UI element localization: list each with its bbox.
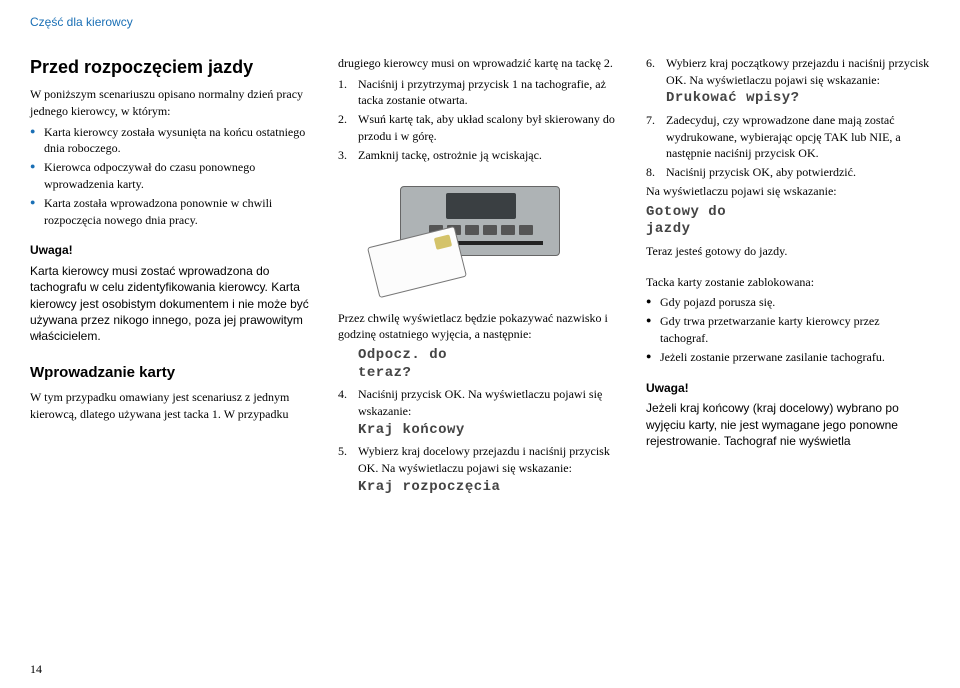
- step-item: 1.Naciśnij i przytrzymaj przycisk 1 na t…: [338, 76, 622, 110]
- display-text: Drukować wpisy?: [666, 90, 930, 108]
- page-number: 14: [30, 661, 42, 678]
- tacho-card: [367, 225, 467, 297]
- warning-title: Uwaga!: [646, 380, 930, 397]
- step-text: Wybierz kraj początkowy przejazdu i naci…: [666, 56, 929, 87]
- tacho-screen: [446, 193, 516, 219]
- content-columns: Przed rozpoczęciem jazdy W poniższym sce…: [30, 55, 930, 501]
- continuation-text: drugiego kierowcy musi on wprowadzić kar…: [338, 55, 622, 72]
- step-item: 7.Zadecyduj, czy wprowadzone dane mają z…: [646, 112, 930, 162]
- step-item: 2.Wsuń kartę tak, aby układ scalony był …: [338, 111, 622, 145]
- step-text: Wsuń kartę tak, aby układ scalony był sk…: [358, 112, 615, 143]
- step-item: 3.Zamknij tackę, ostrożnie ją wciskając.: [338, 147, 622, 164]
- page-title: Przed rozpoczęciem jazdy: [30, 55, 314, 80]
- column-3: 6.Wybierz kraj początkowy przejazdu i na…: [646, 55, 930, 501]
- bullet-item: Kierowca odpoczywał do czasu ponownego w…: [30, 159, 314, 193]
- step-text: Zamknij tackę, ostrożnie ją wciskając.: [358, 148, 542, 162]
- subsection-title: Wprowadzanie karty: [30, 362, 314, 383]
- steps-list-3: 5.Wybierz kraj docelowy przejazdu i naci…: [338, 443, 622, 477]
- lock-bullets: Gdy pojazd porusza się. Gdy trwa przetwa…: [646, 294, 930, 365]
- display-text: Kraj końcowy: [358, 422, 622, 440]
- section-header: Część dla kierowcy: [30, 14, 930, 31]
- steps-list-4: 6.Wybierz kraj początkowy przejazdu i na…: [646, 55, 930, 89]
- bullet-item: Karta została wprowadzona ponownie w chw…: [30, 195, 314, 229]
- warning-title: Uwaga!: [30, 242, 314, 259]
- ready-text: Teraz jesteś gotowy do jazdy.: [646, 243, 930, 260]
- step-text: Naciśnij przycisk OK, aby potwierdzić.: [666, 165, 856, 179]
- bullet-item: Jeżeli zostanie przerwane zasilanie tach…: [646, 349, 930, 366]
- subsection-body: W tym przypadku omawiany jest scenariusz…: [30, 389, 314, 423]
- steps-list-5: 7.Zadecyduj, czy wprowadzone dane mają z…: [646, 112, 930, 181]
- step-item: 4.Naciśnij przycisk OK. Na wyświetlaczu …: [338, 386, 622, 420]
- steps-list-2: 4.Naciśnij przycisk OK. Na wyświetlaczu …: [338, 386, 622, 420]
- column-1: Przed rozpoczęciem jazdy W poniższym sce…: [30, 55, 314, 501]
- steps-list: 1.Naciśnij i przytrzymaj przycisk 1 na t…: [338, 76, 622, 164]
- step-text: Naciśnij przycisk OK. Na wyświetlaczu po…: [358, 387, 602, 418]
- step-item: 5.Wybierz kraj docelowy przejazdu i naci…: [338, 443, 622, 477]
- tachograph-illustration: [380, 176, 580, 296]
- step-text: Zadecyduj, czy wprowadzone dane mają zos…: [666, 113, 901, 161]
- step-item: 6.Wybierz kraj początkowy przejazdu i na…: [646, 55, 930, 89]
- warning-body: Jeżeli kraj końcowy (kraj docelowy) wybr…: [646, 400, 930, 449]
- warning-body: Karta kierowcy musi zostać wprowadzona d…: [30, 263, 314, 344]
- intro-bullets: Karta kierowcy została wysunięta na końc…: [30, 124, 314, 229]
- step-text: Naciśnij i przytrzymaj przycisk 1 na tac…: [358, 77, 606, 108]
- display-intro: Przez chwilę wyświetlacz będzie pokazywa…: [338, 310, 622, 344]
- display-text: Odpocz. doteraz?: [358, 347, 622, 382]
- display-text: Gotowy dojazdy: [646, 204, 930, 239]
- lock-intro: Tacka karty zostanie zablokowana:: [646, 274, 930, 291]
- step-item: 8.Naciśnij przycisk OK, aby potwierdzić.: [646, 164, 930, 181]
- intro-text: W poniższym scenariuszu opisano normalny…: [30, 86, 314, 120]
- column-2: drugiego kierowcy musi on wprowadzić kar…: [338, 55, 622, 501]
- bullet-item: Gdy trwa przetwarzanie karty kierowcy pr…: [646, 313, 930, 347]
- display-text: Kraj rozpoczęcia: [358, 479, 622, 497]
- display-intro: Na wyświetlaczu pojawi się wskazanie:: [646, 183, 930, 200]
- step-text: Wybierz kraj docelowy przejazdu i naciśn…: [358, 444, 610, 475]
- bullet-item: Karta kierowcy została wysunięta na końc…: [30, 124, 314, 158]
- bullet-item: Gdy pojazd porusza się.: [646, 294, 930, 311]
